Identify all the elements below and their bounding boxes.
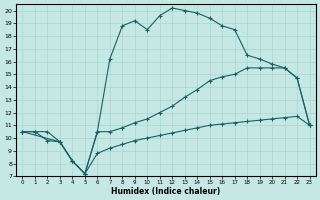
X-axis label: Humidex (Indice chaleur): Humidex (Indice chaleur): [111, 187, 221, 196]
